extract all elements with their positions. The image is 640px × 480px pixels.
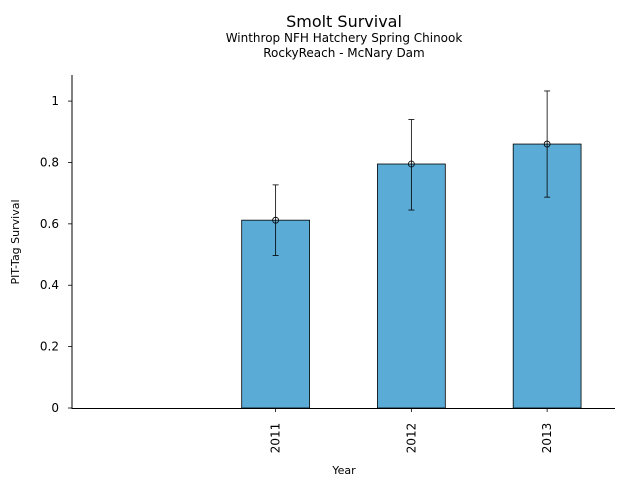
point-marker-2013 (543, 140, 551, 148)
error-bars-group (272, 90, 551, 256)
point-marker-2012 (407, 160, 415, 168)
x-axis-label: Year (331, 464, 356, 477)
x-tick-label-2011: 2011 (269, 423, 283, 454)
point-marker-2011 (272, 216, 280, 224)
y-ticks-group: 0 0.2 0.4 0.6 0.8 1 (40, 94, 72, 415)
y-axis-label: PIT-Tag Survival (9, 199, 22, 284)
chart-title: Smolt Survival (286, 12, 402, 31)
chart-subtitle-line-2: RockyReach - McNary Dam (263, 46, 425, 60)
y-tick-label-4: 0.8 (40, 155, 59, 169)
y-tick-label-1: 0.2 (40, 340, 59, 354)
x-tick-label-2012: 2012 (404, 423, 418, 454)
y-tick-label-5: 1 (51, 94, 59, 108)
x-ticks-group: 2011 2012 2013 (269, 408, 554, 454)
chart-subtitle-line-1: Winthrop NFH Hatchery Spring Chinook (225, 31, 463, 45)
x-tick-label-2013: 2013 (540, 423, 554, 454)
y-tick-label-3: 0.6 (40, 217, 59, 231)
y-tick-label-0: 0 (51, 401, 59, 415)
y-tick-label-2: 0.4 (40, 278, 59, 292)
